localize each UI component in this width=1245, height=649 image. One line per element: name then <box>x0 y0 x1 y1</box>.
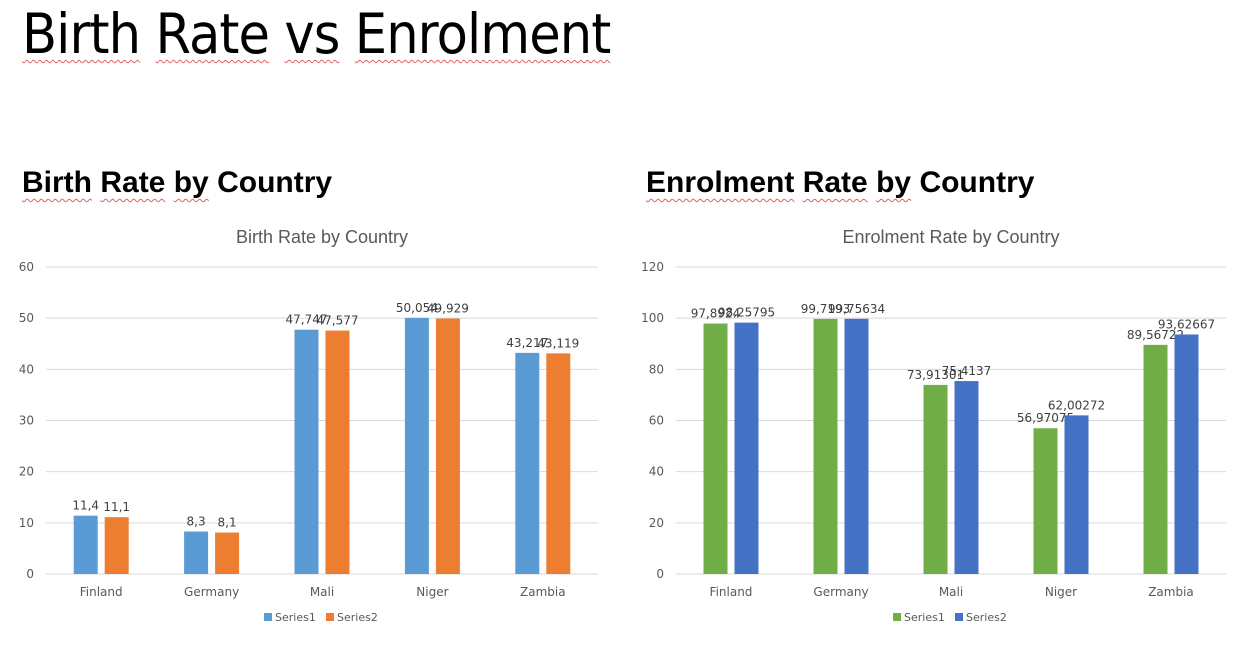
y-tick-label: 0 <box>656 567 664 581</box>
heading-word: Birth <box>22 166 92 199</box>
bar-series1-germany[interactable] <box>184 531 209 574</box>
legend-label: Series1 <box>275 611 316 624</box>
y-tick-label: 40 <box>19 362 34 376</box>
legend-item[interactable]: Series2 <box>326 611 378 624</box>
legend-swatch <box>955 613 963 621</box>
data-label: 50,054 <box>396 301 438 315</box>
y-tick-label: 100 <box>641 311 664 325</box>
bar-series1-germany[interactable] <box>813 318 838 574</box>
legend-item[interactable]: Series1 <box>264 611 316 624</box>
bar-series2-zambia[interactable] <box>546 353 571 574</box>
chart-title: Birth Rate by Country <box>236 227 408 247</box>
data-label: 62,00272 <box>1048 398 1105 412</box>
x-category-label: Germany <box>184 585 239 599</box>
y-tick-label: 40 <box>649 465 664 479</box>
data-label: 97,8924 <box>691 307 741 321</box>
legend-label: Series2 <box>966 611 1007 624</box>
bar-series2-niger[interactable] <box>435 318 460 574</box>
bar-series1-niger[interactable] <box>1033 428 1058 574</box>
bar-series1-mali[interactable] <box>294 329 319 574</box>
bar-series2-finland[interactable] <box>104 517 129 574</box>
title-word: Rate <box>155 2 270 66</box>
x-category-label: Niger <box>1045 585 1077 599</box>
bar-series2-germany[interactable] <box>215 532 240 574</box>
legend-label: Series1 <box>904 611 945 624</box>
y-tick-label: 50 <box>19 311 34 325</box>
x-category-label: Finland <box>80 585 123 599</box>
y-tick-label: 10 <box>19 516 34 530</box>
y-tick-label: 60 <box>19 260 34 274</box>
data-label: 43,217 <box>506 336 548 350</box>
data-label: 11,4 <box>72 499 99 513</box>
bar-series1-niger[interactable] <box>404 317 429 574</box>
data-label: 75,4137 <box>942 364 992 378</box>
section-heading-birth-rate: Birth Rate by Country <box>22 166 332 200</box>
heading-word: Country <box>217 166 333 199</box>
bar-series2-mali[interactable] <box>954 381 979 574</box>
data-label: 8,1 <box>218 516 237 530</box>
y-tick-label: 120 <box>641 260 664 274</box>
x-category-label: Germany <box>813 585 868 599</box>
x-category-label: Niger <box>416 585 448 599</box>
x-category-label: Finland <box>710 585 753 599</box>
title-word: Birth <box>22 2 141 66</box>
legend-swatch <box>893 613 901 621</box>
heading-word: by <box>876 166 912 199</box>
bar-series2-finland[interactable] <box>734 322 759 574</box>
heading-word: Country <box>919 166 1035 199</box>
y-tick-label: 20 <box>649 516 664 530</box>
y-tick-label: 80 <box>649 362 664 376</box>
data-label: 47,577 <box>317 314 359 328</box>
data-label: 89,56722 <box>1127 328 1184 342</box>
data-label: 73,91301 <box>907 368 964 382</box>
data-label: 49,929 <box>427 302 469 316</box>
x-category-label: Mali <box>939 585 963 599</box>
y-tick-label: 0 <box>26 567 34 581</box>
data-label: 43,119 <box>537 336 579 350</box>
data-label: 98,25795 <box>718 306 775 320</box>
legend-swatch <box>326 613 334 621</box>
legend-swatch <box>264 613 272 621</box>
heading-word: Enrolment <box>646 166 795 199</box>
data-label: 47,747 <box>286 313 328 327</box>
y-tick-label: 30 <box>19 414 34 428</box>
data-label: 11,1 <box>103 500 130 514</box>
bar-series1-finland[interactable] <box>73 515 98 574</box>
bar-series2-niger[interactable] <box>1064 415 1089 574</box>
heading-word: by <box>173 166 209 199</box>
x-category-label: Zambia <box>520 585 566 599</box>
heading-word: Rate <box>100 166 166 199</box>
section-heading-enrolment-rate: Enrolment Rate by Country <box>646 166 1034 200</box>
document-title: Birth Rate vs Enrolment <box>22 2 611 66</box>
data-label: 8,3 <box>187 515 206 529</box>
legend-item[interactable]: Series1 <box>893 611 945 624</box>
bar-series2-germany[interactable] <box>844 318 869 574</box>
y-tick-label: 20 <box>19 465 34 479</box>
bar-series2-zambia[interactable] <box>1174 334 1199 574</box>
enrolment-rate-chart[interactable]: Enrolment Rate by Country 0 20 40 60 80 100 120… <box>630 215 1245 645</box>
data-label: 99,75634 <box>828 302 885 316</box>
bar-series1-zambia[interactable] <box>515 352 540 574</box>
data-label: 93,62667 <box>1158 317 1215 331</box>
bar-series2-mali[interactable] <box>325 330 350 574</box>
x-category-label: Zambia <box>1148 585 1194 599</box>
bar-series1-mali[interactable] <box>923 384 948 574</box>
y-tick-label: 60 <box>649 414 664 428</box>
bar-series1-finland[interactable] <box>703 323 728 574</box>
data-label: 56,97075 <box>1017 411 1074 425</box>
bar-series1-zambia[interactable] <box>1143 344 1168 574</box>
title-word: Enrolment <box>354 2 611 66</box>
x-category-label: Mali <box>310 585 334 599</box>
data-label: 99,7193 <box>801 302 851 316</box>
birth-rate-chart[interactable]: Birth Rate by Country 0 10 20 30 40 50 60 Finlan… <box>0 215 615 645</box>
heading-word: Rate <box>802 166 868 199</box>
title-word: vs <box>284 2 340 66</box>
chart-title: Enrolment Rate by Country <box>842 227 1059 247</box>
legend-item[interactable]: Series2 <box>955 611 1007 624</box>
legend-label: Series2 <box>337 611 378 624</box>
